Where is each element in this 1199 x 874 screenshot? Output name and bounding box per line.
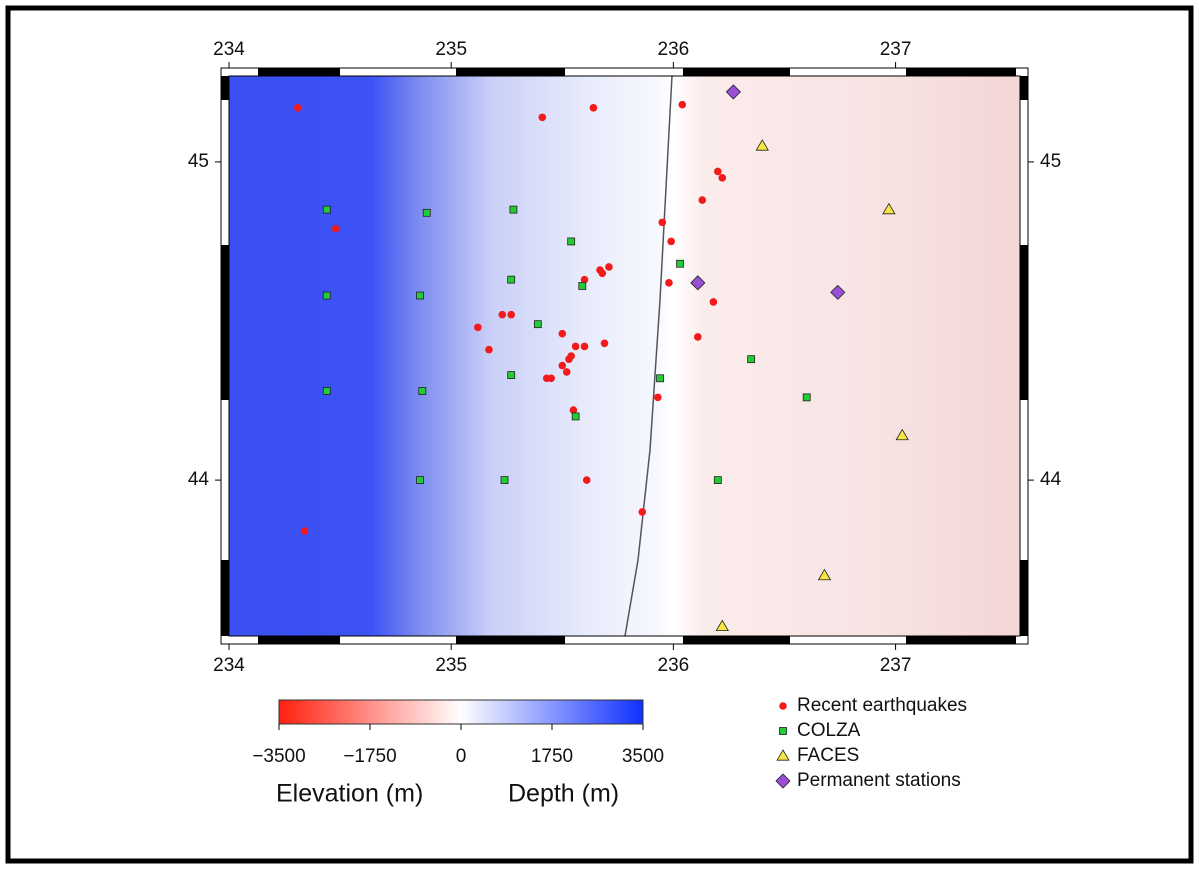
- colorbar-tick-label: −1750: [343, 746, 396, 767]
- station-point: [563, 368, 571, 376]
- station-point: [714, 168, 722, 176]
- station-point: [323, 292, 330, 299]
- colorbar: [279, 700, 643, 724]
- station-point: [583, 476, 591, 484]
- station-point: [590, 104, 598, 112]
- legend-label: COLZA: [797, 720, 861, 741]
- station-point: [508, 276, 515, 283]
- frame-bar: [221, 76, 229, 100]
- station-point: [567, 352, 575, 360]
- station-point: [601, 339, 609, 347]
- legend-label: FACES: [797, 745, 859, 766]
- station-point: [667, 238, 675, 246]
- legend-marker: [780, 728, 787, 735]
- station-point: [423, 209, 430, 216]
- station-point: [534, 321, 541, 328]
- station-point: [654, 394, 662, 402]
- station-point: [658, 219, 666, 227]
- station-point: [568, 238, 575, 245]
- terrain: [229, 76, 1020, 636]
- station-point: [677, 260, 684, 267]
- frame-bar: [683, 68, 790, 76]
- frame-bar: [258, 68, 340, 76]
- station-point: [598, 269, 606, 277]
- station-point: [543, 374, 551, 382]
- station-point: [638, 508, 646, 516]
- station-point: [417, 477, 424, 484]
- station-point: [498, 311, 506, 319]
- station-point: [501, 477, 508, 484]
- x-tick-label: 234: [213, 39, 245, 60]
- x-tick-label: 236: [658, 39, 690, 60]
- station-point: [301, 527, 309, 535]
- station-point: [572, 343, 580, 351]
- frame-bar: [906, 636, 1016, 644]
- frame-bar: [456, 68, 565, 76]
- station-point: [507, 311, 515, 319]
- station-point: [558, 362, 566, 370]
- station-point: [718, 174, 726, 182]
- station-point: [714, 477, 721, 484]
- station-point: [748, 356, 755, 363]
- station-point: [538, 114, 546, 122]
- colorbar-right-label: Depth (m): [508, 780, 619, 808]
- legend-label: Recent earthquakes: [797, 695, 967, 716]
- station-point: [294, 104, 302, 112]
- station-point: [510, 206, 517, 213]
- colorbar-tick-label: 0: [456, 746, 467, 767]
- legend-marker: [779, 702, 787, 710]
- y-tick-label: 45: [1040, 151, 1061, 172]
- colorbar-tick-label: −3500: [252, 746, 305, 767]
- station-point: [508, 372, 515, 379]
- frame-bar: [1020, 76, 1028, 100]
- station-point: [579, 283, 586, 290]
- station-point: [803, 394, 810, 401]
- station-point: [710, 298, 718, 306]
- y-tick-label: 44: [1040, 469, 1062, 490]
- y-tick-label: 44: [188, 469, 210, 490]
- map-figure: Elevation (m) Depth (m) 234 234 235 235 236 2…: [0, 0, 1199, 869]
- frame-bar: [906, 68, 1016, 76]
- station-point: [694, 333, 702, 341]
- frame-bar: [456, 636, 565, 644]
- colorbar-tick-label: 1750: [531, 746, 573, 767]
- station-point: [572, 413, 579, 420]
- frame-bar: [258, 636, 340, 644]
- x-tick-label: 236: [658, 655, 690, 676]
- station-point: [474, 324, 482, 332]
- station-point: [419, 388, 426, 395]
- station-point: [665, 279, 673, 287]
- station-point: [678, 101, 686, 109]
- y-tick-label: 45: [188, 151, 209, 172]
- legend-marker: [776, 774, 790, 788]
- legend-marker: [777, 750, 789, 760]
- colorbar-left-label: Elevation (m): [276, 780, 423, 808]
- station-point: [657, 375, 664, 382]
- frame-bar: [221, 560, 229, 636]
- station-point: [485, 346, 493, 354]
- x-tick-label: 234: [213, 655, 245, 676]
- station-point: [558, 330, 566, 338]
- frame-bar: [683, 636, 790, 644]
- station-point: [417, 292, 424, 299]
- station-point: [698, 196, 706, 204]
- x-tick-label: 237: [880, 655, 912, 676]
- station-point: [581, 343, 589, 351]
- frame-bar: [1020, 245, 1028, 400]
- station-point: [323, 206, 330, 213]
- station-point: [332, 225, 340, 233]
- frame-bar: [221, 245, 229, 400]
- legend-label: Permanent stations: [797, 770, 961, 791]
- frame-bar: [1020, 560, 1028, 636]
- colorbar-tick-label: 3500: [622, 746, 664, 767]
- x-tick-label: 237: [880, 39, 912, 60]
- station-point: [323, 388, 330, 395]
- x-tick-label: 235: [435, 39, 467, 60]
- x-tick-label: 235: [435, 655, 467, 676]
- station-point: [605, 263, 613, 271]
